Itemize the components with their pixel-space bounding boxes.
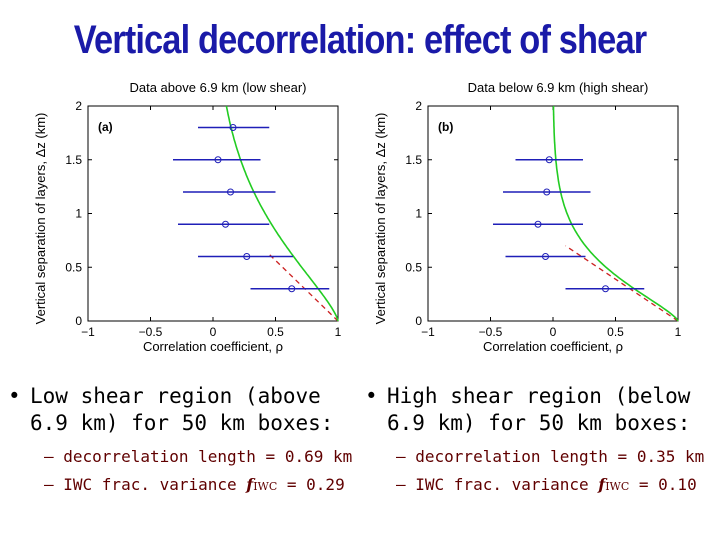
subbullets-high-shear: – decorrelation length = 0.35 km – IWC f… <box>396 443 704 501</box>
decorrelation-curve <box>552 106 679 322</box>
y-tick-label: 1.5 <box>65 153 82 167</box>
chart-panel-high-shear: Data below 6.9 km (high shear) −1 −0.5 0 0.5… <box>373 80 682 354</box>
x-tick-label: −0.5 <box>139 325 163 339</box>
panel-label: (a) <box>98 120 113 134</box>
bullet-low-shear: • Low shear region (above 6.9 km) for 50 … <box>8 383 333 437</box>
y-tick-label: 1 <box>415 207 422 221</box>
chart-title: Data above 6.9 km (low shear) <box>129 80 306 95</box>
panel-label: (b) <box>438 120 453 134</box>
bullet-high-shear: • High shear region (below 6.9 km) for 50… <box>365 383 690 437</box>
exponential-fit-dashed-line <box>565 245 679 322</box>
high-iwc-variance: – IWC frac. variance fIWC = 0.10 <box>396 471 704 501</box>
high-f-symbol: f <box>598 475 606 494</box>
data-point <box>288 285 296 293</box>
subbullets-low-shear: – decorrelation length = 0.69 km – IWC f… <box>44 443 352 501</box>
data-point <box>243 253 251 260</box>
y-axis-label: Vertical separation of layers, Δz (km) <box>373 113 388 325</box>
x-tick-label: 1 <box>335 325 342 339</box>
low-f-symbol: f <box>246 475 254 494</box>
chart-panel-low-shear: Data above 6.9 km (low shear) −1 −0.5 0 0.5 1… <box>33 80 342 354</box>
chart-title: Data below 6.9 km (high shear) <box>468 80 649 95</box>
x-tick-label: −1 <box>421 325 435 339</box>
y-tick-label: 2 <box>415 99 422 113</box>
bullet-low-line1: Low shear region (above <box>30 384 321 408</box>
x-tick-label: 0 <box>210 325 217 339</box>
bullet-high-line1: High shear region (below <box>387 384 691 408</box>
bullet-low-line2: 6.9 km) for 50 km boxes: <box>30 411 334 435</box>
high-decorrelation-length: – decorrelation length = 0.35 km <box>396 447 705 466</box>
y-tick-label: 0.5 <box>65 260 82 274</box>
y-tick-label: 0 <box>415 314 422 328</box>
decorrelation-curve <box>225 105 339 322</box>
x-tick-label: 0 <box>550 325 557 339</box>
high-iwc-prefix: – IWC frac. variance <box>396 475 599 494</box>
bullet-marker: • <box>365 384 378 408</box>
x-axis-label: Correlation coefficient, ρ <box>483 339 623 354</box>
data-point <box>543 188 551 196</box>
bullet-marker: • <box>8 384 21 408</box>
data-point <box>222 220 229 228</box>
y-tick-label: 0.5 <box>405 260 422 274</box>
data-point <box>229 124 237 131</box>
data-point <box>214 156 222 164</box>
x-tick-label: −1 <box>81 325 95 339</box>
x-tick-label: 1 <box>675 325 682 339</box>
exponential-fit-dashed-line <box>268 253 339 322</box>
data-point <box>602 285 609 293</box>
low-f-subscript: IWC <box>253 480 278 493</box>
data-point <box>542 253 549 260</box>
low-iwc-variance: – IWC frac. variance fIWC = 0.29 <box>44 471 352 501</box>
low-iwc-value: = 0.29 <box>277 475 345 494</box>
data-point <box>545 156 553 164</box>
x-tick-label: 0.5 <box>607 325 624 339</box>
high-f-subscript: IWC <box>605 480 630 493</box>
x-tick-label: −0.5 <box>479 325 503 339</box>
data-point <box>534 220 542 228</box>
x-tick-label: 0.5 <box>267 325 284 339</box>
y-tick-label: 0 <box>75 314 82 328</box>
y-tick-label: 2 <box>75 99 82 113</box>
x-axis-label: Correlation coefficient, ρ <box>143 339 283 354</box>
data-point <box>227 188 234 196</box>
high-iwc-value: = 0.10 <box>629 475 697 494</box>
bullet-high-line2: 6.9 km) for 50 km boxes: <box>387 411 691 435</box>
slide-title: Vertical decorrelation: effect of shear <box>73 18 647 62</box>
y-tick-label: 1.5 <box>405 153 422 167</box>
y-axis-label: Vertical separation of layers, Δz (km) <box>33 113 48 325</box>
low-iwc-prefix: – IWC frac. variance <box>44 475 247 494</box>
low-decorrelation-length: – decorrelation length = 0.69 km <box>44 447 353 466</box>
y-tick-label: 1 <box>75 207 82 221</box>
